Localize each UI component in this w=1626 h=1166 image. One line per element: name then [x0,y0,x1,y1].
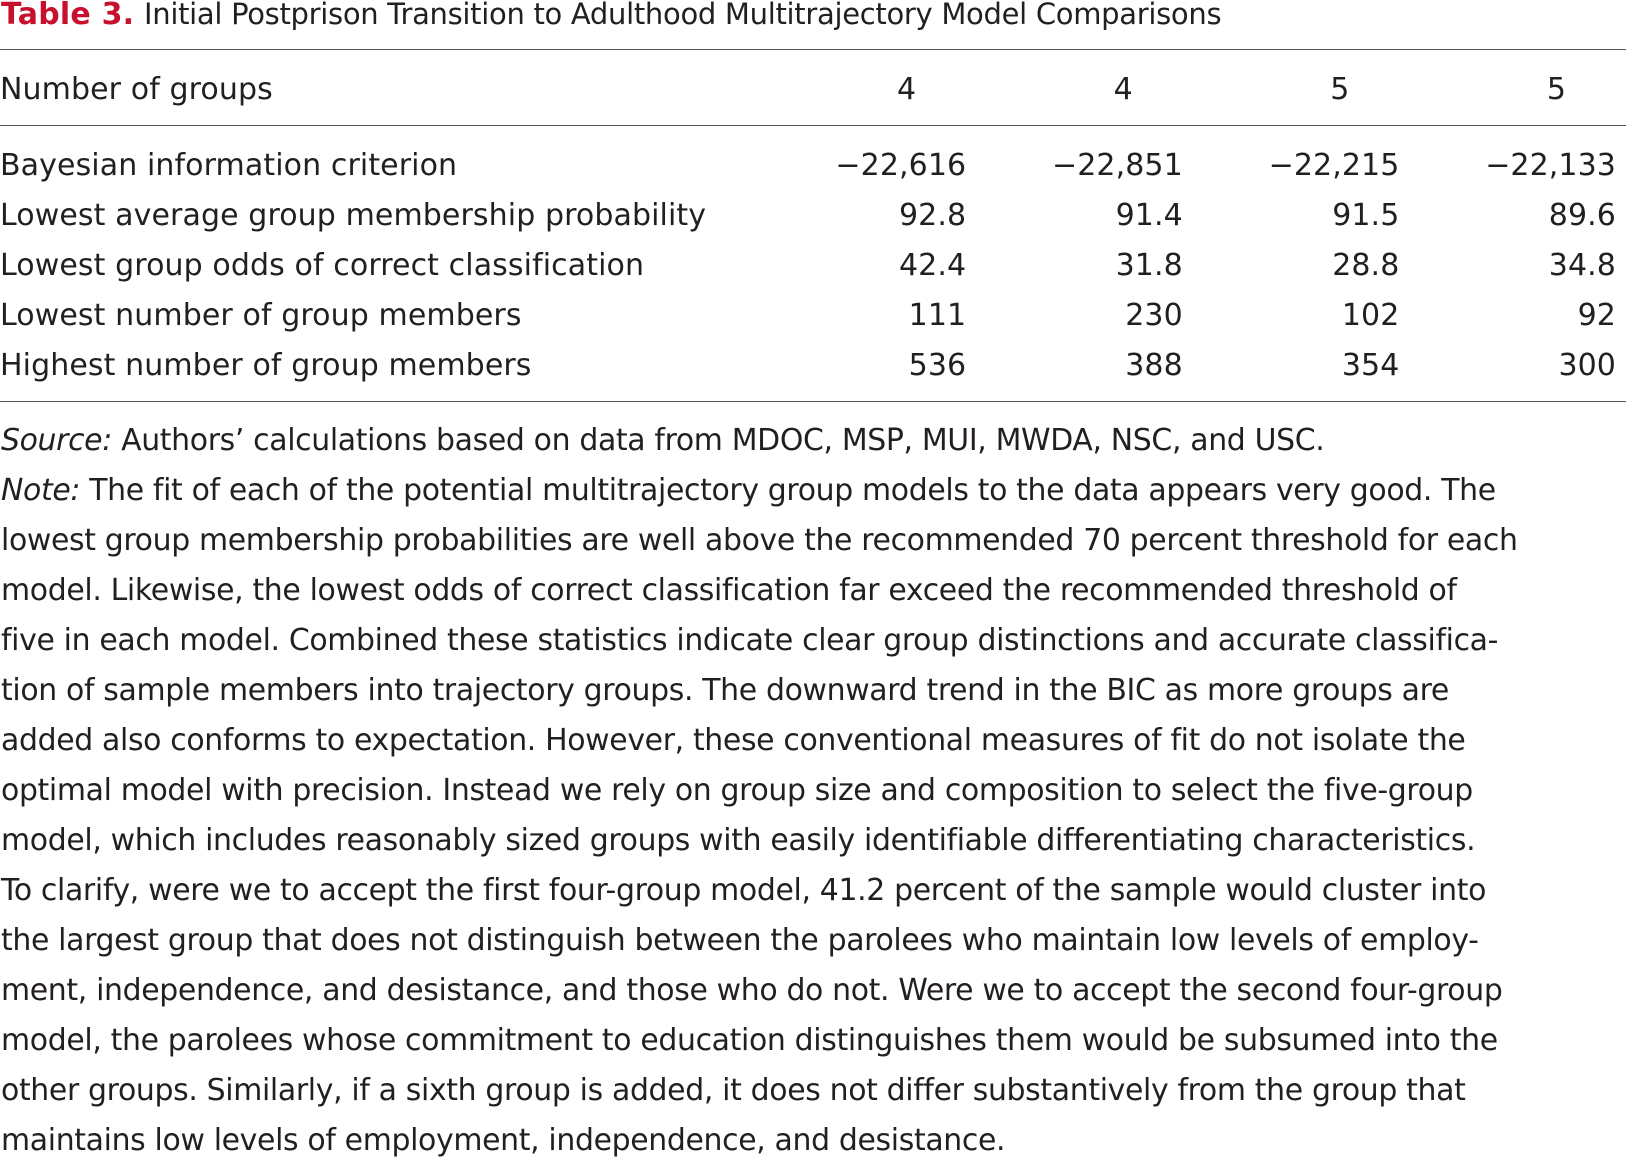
header-cell: 4 [897,71,917,107]
table-cell: 91.5 [1332,197,1400,233]
source-note: Source: Authors’ calculations based on d… [1,416,1626,466]
table-cell: 230 [1125,297,1183,333]
note-line: The fit of each of the potential multitr… [89,473,1496,508]
table-cell: 111 [908,297,967,333]
note-line: tion of sample members into trajectory g… [1,673,1449,708]
table-cell: 102 [1341,297,1400,333]
header-rule [0,125,1626,126]
table-cell: −22,616 [835,147,967,183]
source-label: Source: [1,423,112,458]
table-cell: 42.4 [899,247,967,283]
note-label: Note: [1,473,81,508]
table-header: Number of groups 4 4 5 5 [0,64,1626,114]
row-label: Lowest group odds of correct classificat… [0,247,645,283]
bottom-rule [0,401,1626,402]
table-cell: 92 [1577,297,1616,333]
note-line: model, which includes reasonably sized g… [1,823,1476,858]
note-line: the largest group that does not distingu… [1,923,1479,958]
table-title: Initial Postprison Transition to Adultho… [144,0,1222,31]
table-cell: 388 [1125,347,1183,383]
table-cell: −22,851 [1051,147,1183,183]
table-row: Lowest number of group members 111 230 1… [0,290,1626,340]
table-number: Table 3. [1,0,135,32]
table-row: Highest number of group members 536 388 … [0,340,1626,390]
header-row: Number of groups 4 4 5 5 [0,64,1626,114]
table-cell: 34.8 [1548,247,1616,283]
table-row: Bayesian information criterion −22,616 −… [0,140,1626,190]
header-cell: 5 [1330,71,1350,107]
table-notes: Source: Authors’ calculations based on d… [1,416,1626,1166]
note-line: added also conforms to expectation. Howe… [1,723,1466,758]
table-cell: −22,215 [1268,147,1400,183]
note-line: optimal model with precision. Instead we… [1,773,1473,808]
row-label: Bayesian information criterion [0,147,458,183]
row-label: Highest number of group members [0,347,532,383]
table-row: Lowest average group membership probabil… [0,190,1626,240]
note-line: ment, independence, and desistance, and … [1,973,1503,1008]
note-line: lowest group membership probabilities ar… [1,523,1518,558]
note-line: five in each model. Combined these stati… [1,623,1499,658]
table-cell: −22,133 [1485,147,1616,183]
table-cell: 31.8 [1115,247,1183,283]
source-text: Authors’ calculations based on data from… [121,423,1325,458]
top-rule [0,49,1626,50]
row-label: Lowest average group membership probabil… [0,197,707,233]
note-line: model, the parolees whose commitment to … [1,1023,1498,1058]
table-cell: 28.8 [1332,247,1400,283]
table-cell: 354 [1341,347,1400,383]
table-caption: Table 3. Initial Postprison Transition t… [1,0,1222,35]
table-cell: 89.6 [1548,197,1616,233]
note-line: maintains low levels of employment, inde… [1,1123,1006,1158]
table-row: Lowest group odds of correct classificat… [0,240,1626,290]
note-line: To clarify, were we to accept the first … [1,873,1487,908]
row-label: Lowest number of group members [0,297,522,333]
header-cell: 4 [1113,71,1133,107]
note-line: model. Likewise, the lowest odds of corr… [1,573,1457,608]
header-label: Number of groups [0,71,273,107]
note-paragraph: Note: The fit of each of the potential m… [1,466,1626,1166]
table-body: Bayesian information criterion −22,616 −… [0,140,1626,390]
header-cell: 5 [1546,71,1566,107]
note-line: other groups. Similarly, if a sixth grou… [1,1073,1466,1108]
table-cell: 300 [1558,347,1616,383]
table-cell: 536 [908,347,967,383]
table-cell: 92.8 [899,197,967,233]
table-cell: 91.4 [1115,197,1183,233]
